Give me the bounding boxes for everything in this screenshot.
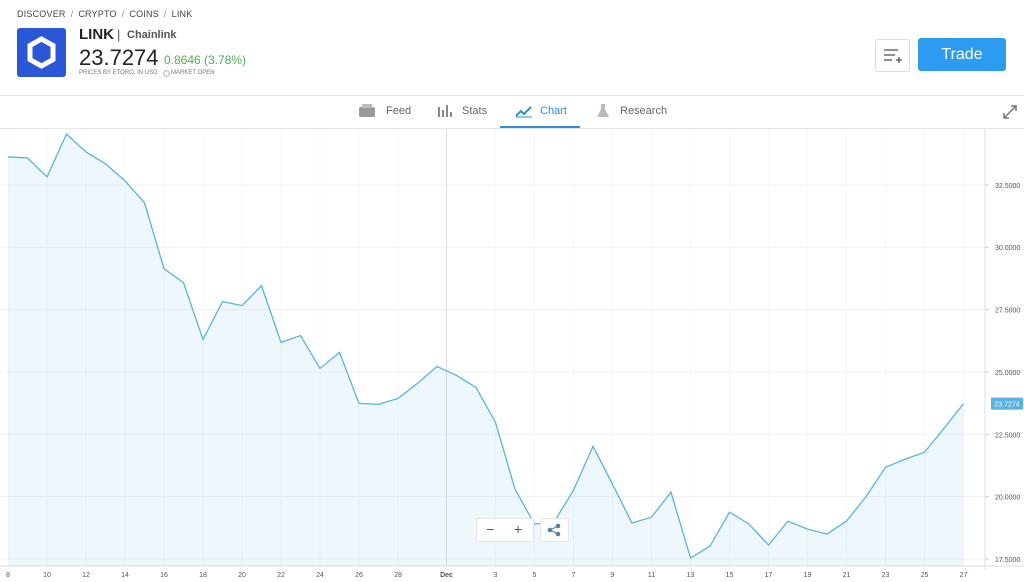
divider: | [117,27,121,42]
tab[interactable]: Chart [540,105,567,117]
x-tick-label: 12 [82,572,90,579]
list-icon [884,49,902,63]
stats-icon [438,105,452,117]
active-tab-underline [500,126,580,128]
x-tick-label: 25 [921,572,929,579]
breadcrumb: DISCOVER / CRYPTO / COINS / LINK [17,9,193,19]
x-tick-label: 22 [277,572,285,579]
y-tick-label: 32.5000 [995,183,1020,190]
y-tick-label: 22.5000 [995,432,1020,439]
zoom-in[interactable]: + [514,521,523,537]
tab[interactable]: Feed [386,105,412,117]
x-tick-label: 8 [6,572,10,579]
y-tick-label: 20.0000 [995,495,1020,502]
x-tick-label: 13 [687,572,695,579]
x-tick-label: 15 [726,572,734,579]
tab[interactable]: Stats [462,105,488,117]
x-tick-label: 7 [572,572,576,579]
x-tick-label: 28 [394,572,402,579]
zoom-controls: − + [476,518,534,542]
market-status: MARKET OPEN [171,70,215,76]
crumb[interactable]: COINS [129,9,159,19]
y-tick-label: 27.5000 [995,308,1020,315]
area [8,133,964,566]
price-note: PRICES BY ETORO, IN USD [79,70,158,76]
x-tick-label: 23 [882,572,890,579]
y-tick-label: 17.5000 [995,557,1020,564]
x-tick-label: 21 [843,572,851,579]
tab-bar: Feed Stats Chart Research [0,96,1024,129]
tab[interactable]: Research [620,105,668,117]
x-tick-label: 18 [199,572,207,579]
trade-button[interactable]: Trade [918,38,1006,71]
zoom-out[interactable]: − [486,521,495,537]
price-change: 0.8646 (3.78%) [164,53,247,67]
y-tick-label: 30.0000 [995,245,1020,252]
x-tick-label: 11 [648,572,655,579]
y-tick-label: 25.0000 [995,370,1020,377]
x-tick-label: 9 [611,572,615,579]
chart: 17.5000 20.0000 22.5000 25.0000 27.5000 30.00… [0,129,1024,579]
x-tick-label: 19 [804,572,812,579]
x-tick-label: 14 [121,572,129,579]
x-tick-label: 27 [960,572,968,579]
coin-name: Chainlink [127,29,177,41]
x-tick-label: Dec [440,572,453,579]
crumb[interactable]: DISCOVER [17,9,66,19]
x-tick-label: 5 [533,572,537,579]
x-tick-label: 10 [43,572,51,579]
x-tick-label: 26 [355,572,363,579]
crumb[interactable]: CRYPTO [78,9,117,19]
share-icon [547,523,561,537]
chart-icon [515,106,532,118]
share-button[interactable] [540,518,569,542]
symbol: LINK [79,26,114,43]
price: 23.7274 [79,45,159,70]
clock-icon [163,70,170,77]
divider [0,95,1024,96]
crumb: LINK [171,9,193,19]
coin-logo [17,28,66,77]
x-tick-label: 24 [316,572,324,579]
x-tick-label: 16 [160,572,168,579]
logo-icon [27,36,56,69]
x-tick-label: 3 [494,572,498,579]
last-value-tag [991,397,1023,410]
watchlist-button[interactable] [875,39,910,72]
research-icon [597,104,609,117]
x-tick-label: 17 [765,572,773,579]
fullscreen-button[interactable] [1002,104,1018,120]
feed-icon [359,104,375,117]
x-tick-label: 20 [238,572,246,579]
last-value-label: 23.7274 [994,402,1019,409]
line [7,132,965,560]
